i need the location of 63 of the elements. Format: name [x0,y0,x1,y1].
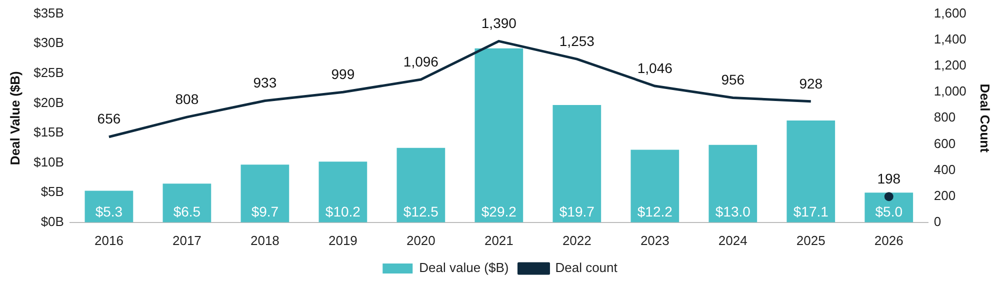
data-label: $5.3 [95,203,123,220]
y2-tick-label: 1,600 [934,5,966,20]
x-tick-label: 2026 [874,232,904,248]
bar [240,164,290,222]
bar [318,162,368,222]
y2-tick-label: 400 [934,162,956,177]
y-tick-label: $15B [34,124,64,140]
y-tick-label: $20B [34,94,64,110]
y2-tick-label: 1,400 [934,31,966,46]
x-tick-label: 2023 [640,232,670,248]
x-tick-label: 2021 [484,232,514,248]
data-label: $12.5 [403,203,439,220]
bar [162,184,212,222]
legend-label: Deal count [555,260,618,276]
legend-label: Deal value ($B) [419,260,509,276]
data-label: $5.0 [875,203,903,220]
data-label: 808 [175,90,199,107]
bar [474,48,524,222]
y2-tick-label: 600 [934,136,956,151]
y-tick-label: $5B [40,184,64,200]
y2-tick-label: 0 [934,214,942,229]
x-tick-label: 2020 [406,232,436,248]
x-tick-label: 2022 [562,232,592,248]
x-tick-label: 2025 [796,232,826,248]
data-label: 956 [721,72,745,88]
data-label: 656 [97,110,121,127]
data-label: 1,390 [481,15,517,32]
data-label: $13.0 [715,203,751,220]
y2-tick-label: 1,200 [934,58,966,73]
y-tick-label: $25B [34,64,64,80]
data-label: $6.5 [173,203,201,220]
x-tick-label: 2016 [94,232,124,248]
data-label: $29.2 [481,203,517,220]
data-label: 928 [799,75,823,92]
bar [708,144,758,222]
y-tick-label: $0B [40,214,64,229]
data-label: 1,253 [559,32,595,49]
data-label: $17.1 [793,203,829,220]
x-tick-label: 2017 [172,232,202,248]
data-label: 198 [877,170,901,186]
data-label: $9.7 [251,203,279,220]
y-tick-label: $30B [34,35,64,50]
y2-tick-label: 1,000 [934,84,966,99]
x-tick-label: 2018 [250,232,280,248]
bar [786,120,836,222]
data-label: $12.2 [637,203,673,220]
y-tick-label: $10B [34,154,64,170]
data-label: 999 [331,66,355,82]
data-label: $19.7 [559,203,595,220]
y2-tick-label: 800 [934,110,956,125]
x-tick-label: 2024 [718,232,748,248]
bar [552,104,602,222]
data-label: 1,096 [403,53,439,70]
y2-axis-title: Deal Count [978,84,993,154]
y-tick-label: $35B [34,5,64,20]
x-tick-label: 2019 [328,232,358,248]
bar [396,148,446,222]
y2-tick-label: 200 [934,188,956,203]
y-axis-title: Deal Value ($B) [7,71,22,166]
data-label: 933 [253,74,277,91]
bar [630,150,680,222]
data-label: 1,046 [637,60,673,76]
data-label: $10.2 [325,203,361,220]
